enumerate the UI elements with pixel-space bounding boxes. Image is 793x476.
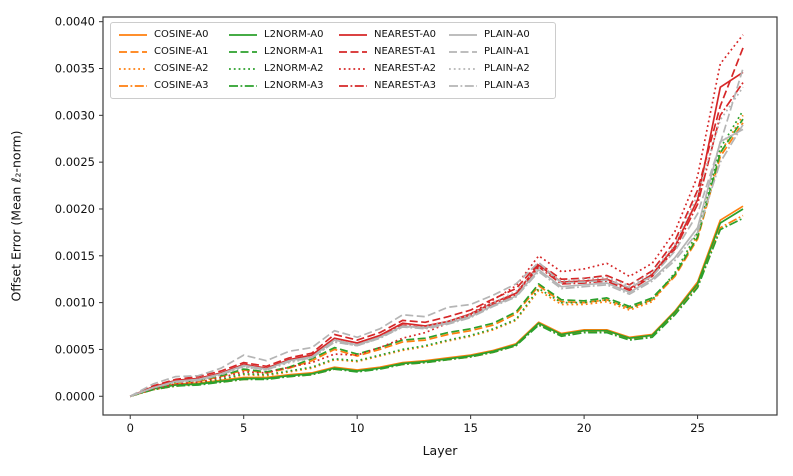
y-tick-label: 0.0025 <box>55 155 95 169</box>
series-line-cosine-a0 <box>129 205 744 398</box>
legend-item-cosine-a2: COSINE-A2 <box>118 61 218 77</box>
legend-item-nearest-a0: NEAREST-A0 <box>338 27 438 43</box>
legend-item-nearest-a1: NEAREST-A1 <box>338 44 438 60</box>
legend-item-l2norm-a1: L2NORM-A1 <box>228 44 328 60</box>
legend-label: L2NORM-A2 <box>264 63 324 74</box>
series-line-l2norm-a1 <box>129 118 744 398</box>
legend-item-cosine-a0: COSINE-A0 <box>118 27 218 43</box>
series-line-plain-a2 <box>129 86 744 398</box>
legend-item-nearest-a2: NEAREST-A2 <box>338 61 438 77</box>
series-line-cosine-a2 <box>129 114 744 398</box>
x-tick-label: 20 <box>577 421 592 435</box>
legend-line-sample-dotted <box>119 68 147 70</box>
legend-label: L2NORM-A3 <box>264 80 324 91</box>
x-tick-label: 5 <box>240 421 247 435</box>
series-line-cosine-a1 <box>129 122 744 398</box>
legend-item-l2norm-a2: L2NORM-A2 <box>228 61 328 77</box>
y-tick-label: 0.0000 <box>55 389 95 403</box>
legend-label: PLAIN-A1 <box>484 46 530 57</box>
y-tick-label: 0.0020 <box>55 202 95 216</box>
series-line-l2norm-a3 <box>129 217 744 398</box>
legend-label: COSINE-A0 <box>154 29 209 40</box>
series-line-nearest-a1 <box>129 47 744 398</box>
legend-label: COSINE-A3 <box>154 80 209 91</box>
legend-label: PLAIN-A2 <box>484 63 530 74</box>
series-line-nearest-a2 <box>129 34 744 398</box>
legend-item-plain-a2: PLAIN-A2 <box>448 61 548 77</box>
legend-line-sample-dashed <box>449 51 477 53</box>
legend-line-sample-solid <box>339 34 367 36</box>
legend-line-sample-dashdot <box>229 85 257 87</box>
legend-line-sample-dashdot <box>339 85 367 87</box>
series-line-l2norm-a2 <box>129 110 744 398</box>
legend-label: NEAREST-A0 <box>374 29 437 40</box>
legend-line-sample-dashed <box>119 51 147 53</box>
legend-item-plain-a1: PLAIN-A1 <box>448 44 548 60</box>
legend-line-sample-solid <box>449 34 477 36</box>
legend-label: COSINE-A1 <box>154 46 209 57</box>
y-tick-label: 0.0015 <box>55 249 95 263</box>
y-tick-label: 0.0030 <box>55 108 95 122</box>
legend-item-l2norm-a0: L2NORM-A0 <box>228 27 328 43</box>
legend-label: NEAREST-A3 <box>374 80 437 91</box>
legend-line-sample-solid <box>229 34 257 36</box>
legend-label: NEAREST-A1 <box>374 46 437 57</box>
legend-item-cosine-a3: COSINE-A3 <box>118 78 218 94</box>
legend-line-sample-dashdot <box>119 85 147 87</box>
legend-item-plain-a3: PLAIN-A3 <box>448 78 548 94</box>
legend-line-sample-dashdot <box>449 85 477 87</box>
legend-item-plain-a0: PLAIN-A0 <box>448 27 548 43</box>
x-tick-label: 15 <box>463 421 478 435</box>
x-tick-label: 10 <box>350 421 365 435</box>
x-tick-label: 0 <box>127 421 134 435</box>
legend-label: L2NORM-A0 <box>264 29 324 40</box>
legend-label: NEAREST-A2 <box>374 63 437 74</box>
legend-line-sample-dotted <box>339 68 367 70</box>
legend-item-l2norm-a3: L2NORM-A3 <box>228 78 328 94</box>
legend-label: L2NORM-A1 <box>264 46 324 57</box>
legend-item-cosine-a1: COSINE-A1 <box>118 44 218 60</box>
series-line-plain-a0 <box>129 128 744 398</box>
y-tick-label: 0.0010 <box>55 296 95 310</box>
series-line-l2norm-a0 <box>129 208 744 398</box>
series-line-plain-a1 <box>129 68 744 398</box>
x-axis-label: Layer <box>422 443 458 458</box>
legend-label: PLAIN-A3 <box>484 80 530 91</box>
x-tick-label: 25 <box>690 421 705 435</box>
legend-label: COSINE-A2 <box>154 63 209 74</box>
legend-line-sample-dotted <box>449 68 477 70</box>
legend-line-sample-dotted <box>229 68 257 70</box>
y-axis-label: Offset Error (Mean ℓ₂-norm) <box>8 130 24 302</box>
y-tick-label: 0.0040 <box>55 15 95 29</box>
legend-line-sample-solid <box>119 34 147 36</box>
legend: COSINE-A0 COSINE-A1 COSINE-A2 COSINE-A3 L2NO… <box>110 22 556 99</box>
y-tick-label: 0.0005 <box>55 342 95 356</box>
series-line-plain-a3 <box>129 124 744 398</box>
series-line-nearest-a0 <box>129 71 744 398</box>
plot-border <box>102 16 778 416</box>
y-tick-label: 0.0035 <box>55 62 95 76</box>
legend-item-nearest-a3: NEAREST-A3 <box>338 78 438 94</box>
legend-label: PLAIN-A0 <box>484 29 530 40</box>
legend-line-sample-dashed <box>339 51 367 53</box>
series-line-nearest-a3 <box>129 82 744 398</box>
series-line-cosine-a3 <box>129 214 744 398</box>
legend-line-sample-dashed <box>229 51 257 53</box>
